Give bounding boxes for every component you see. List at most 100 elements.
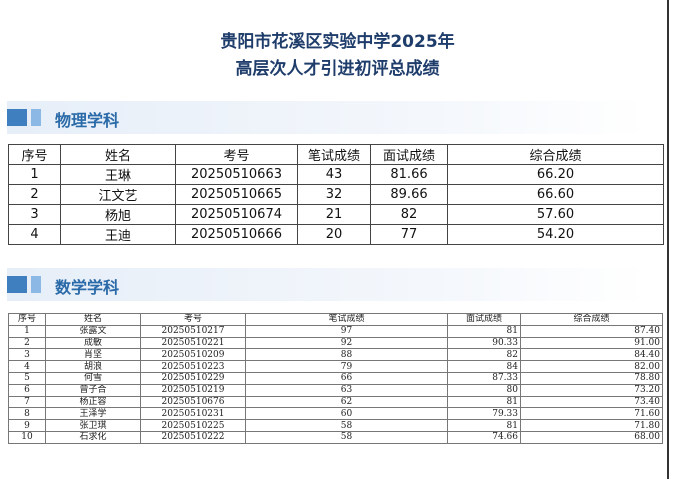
section-title: 数学学科: [55, 278, 120, 297]
column-header: 考号: [175, 144, 298, 165]
table-header-row: 序号 姓名 考号 笔试成绩 面试成绩 综合成绩: [8, 313, 663, 326]
column-header: 笔试成绩: [297, 144, 371, 165]
table-row: 2 成敏 20250510221 92 90.33 91.00: [8, 336, 663, 350]
table-row: 6 曾子合 20250510219 63 80 73.20: [8, 383, 663, 397]
table-cell: 62: [245, 395, 448, 409]
table-cell: 6: [8, 383, 46, 397]
table-row: 8 王泽学 20250510231 60 79.33 71.60: [8, 407, 663, 421]
table-row: 3 肖坚 20250510209 88 82 84.40: [8, 348, 663, 362]
table-cell: 20250510217: [140, 324, 246, 338]
table-row: 5 何雪 20250510229 66 87.33 78.80: [8, 371, 663, 385]
table-cell: 32: [297, 184, 371, 205]
table-row: 4 王迪 20250510666 20 77 54.20: [8, 224, 664, 245]
table-cell: 20250510225: [140, 419, 246, 432]
table-cell: 20: [297, 224, 371, 245]
table-cell: 73.40: [520, 395, 663, 409]
table-cell: 20250510222: [140, 430, 246, 444]
column-header: 考号: [140, 313, 246, 326]
table-cell: 84: [447, 360, 521, 373]
table-cell: 2: [8, 184, 61, 205]
table-row: 9 张卫琪 20250510225 58 81 71.80: [8, 419, 663, 432]
table-cell: 58: [245, 430, 448, 444]
table-cell: 87.33: [447, 371, 521, 385]
table-row: 10 石求化 20250510222 58 74.66 68.00: [8, 430, 663, 444]
column-header: 面试成绩: [447, 313, 521, 326]
table-cell: 王迪: [60, 224, 176, 245]
table-row: 1 张露文 20250510217 97 81 87.40: [8, 324, 663, 338]
table-cell: 66.60: [447, 184, 664, 205]
table-cell: 84.40: [520, 348, 663, 362]
table-cell: 77: [370, 224, 448, 245]
table-cell: 91.00: [520, 336, 663, 350]
table-cell: 73.20: [520, 383, 663, 397]
table-cell: 82: [447, 348, 521, 362]
table-cell: 87.40: [520, 324, 663, 338]
table-cell: 66.20: [447, 164, 664, 185]
table-cell: 81: [447, 395, 521, 409]
table-cell: 3: [8, 348, 46, 362]
page-title-line2: 高层次人才引进初评总成绩: [235, 59, 440, 79]
section-marker-icon: [7, 109, 27, 126]
table-cell: 江文艺: [60, 184, 176, 205]
table-cell: 63: [245, 383, 448, 397]
table-cell: 89.66: [370, 184, 448, 205]
page-title-line1: 贵阳市花溪区实验中学2025年: [220, 32, 455, 52]
table-cell: 20250510229: [140, 371, 246, 385]
table-cell: 20250510223: [140, 360, 246, 373]
table-cell: 20250510663: [175, 164, 298, 185]
table-cell: 71.60: [520, 407, 663, 421]
table-cell: 20250510666: [175, 224, 298, 245]
table-cell: 10: [8, 430, 46, 444]
table-row: 4 胡浪 20250510223 79 84 82.00: [8, 360, 663, 373]
table-cell: 21: [297, 204, 371, 225]
table-cell: 20250510221: [140, 336, 246, 350]
table-cell: 3: [8, 204, 61, 225]
section-title: 物理学科: [55, 111, 120, 130]
table-cell: 5: [8, 371, 46, 385]
section-marker-icon: [31, 276, 41, 293]
column-header: 综合成绩: [447, 144, 664, 165]
table-cell: 石求化: [45, 430, 141, 444]
table-cell: 57.60: [447, 204, 664, 225]
table-cell: 68.00: [520, 430, 663, 444]
section-header-physics: 物理学科: [7, 101, 647, 134]
column-header: 姓名: [60, 144, 176, 165]
table-cell: 张露文: [45, 324, 141, 338]
table-cell: 90.33: [447, 336, 521, 350]
table-cell: 20250510231: [140, 407, 246, 421]
table-cell: 74.66: [447, 430, 521, 444]
table-cell: 54.20: [447, 224, 664, 245]
column-header: 序号: [8, 313, 46, 326]
table-cell: 杨正容: [45, 395, 141, 409]
table-cell: 胡浪: [45, 360, 141, 373]
column-header: 综合成绩: [520, 313, 663, 326]
table-cell: 71.80: [520, 419, 663, 432]
table-cell: 79: [245, 360, 448, 373]
table-cell: 何雪: [45, 371, 141, 385]
table-cell: 7: [8, 395, 46, 409]
table-row: 7 杨正容 20250510676 62 81 73.40: [8, 395, 663, 409]
table-cell: 82.00: [520, 360, 663, 373]
physics-table: 序号 姓名 考号 笔试成绩 面试成绩 综合成绩 1 王琳 20250510663 43 81.66…: [8, 144, 664, 245]
section-header-math: 数学学科: [7, 268, 647, 301]
table-cell: 97: [245, 324, 448, 338]
table-cell: 20250510676: [140, 395, 246, 409]
table-cell: 9: [8, 419, 46, 432]
table-row: 1 王琳 20250510663 43 81.66 66.20: [8, 164, 664, 185]
table-cell: 8: [8, 407, 46, 421]
table-row: 2 江文艺 20250510665 32 89.66 66.60: [8, 184, 664, 205]
column-header: 序号: [8, 144, 61, 165]
table-cell: 78.80: [520, 371, 663, 385]
column-header: 姓名: [45, 313, 141, 326]
math-table: 序号 姓名 考号 笔试成绩 面试成绩 综合成绩 1 张露文 20250510217 97 81 87…: [8, 313, 663, 444]
table-header-row: 序号 姓名 考号 笔试成绩 面试成绩 综合成绩: [8, 144, 664, 165]
table-row: 3 杨旭 20250510674 21 82 57.60: [8, 204, 664, 225]
window-edge: [667, 0, 669, 479]
table-cell: 88: [245, 348, 448, 362]
table-cell: 43: [297, 164, 371, 185]
table-cell: 4: [8, 224, 61, 245]
table-cell: 81: [447, 419, 521, 432]
table-cell: 成敏: [45, 336, 141, 350]
section-marker-icon: [7, 276, 27, 293]
table-cell: 66: [245, 371, 448, 385]
